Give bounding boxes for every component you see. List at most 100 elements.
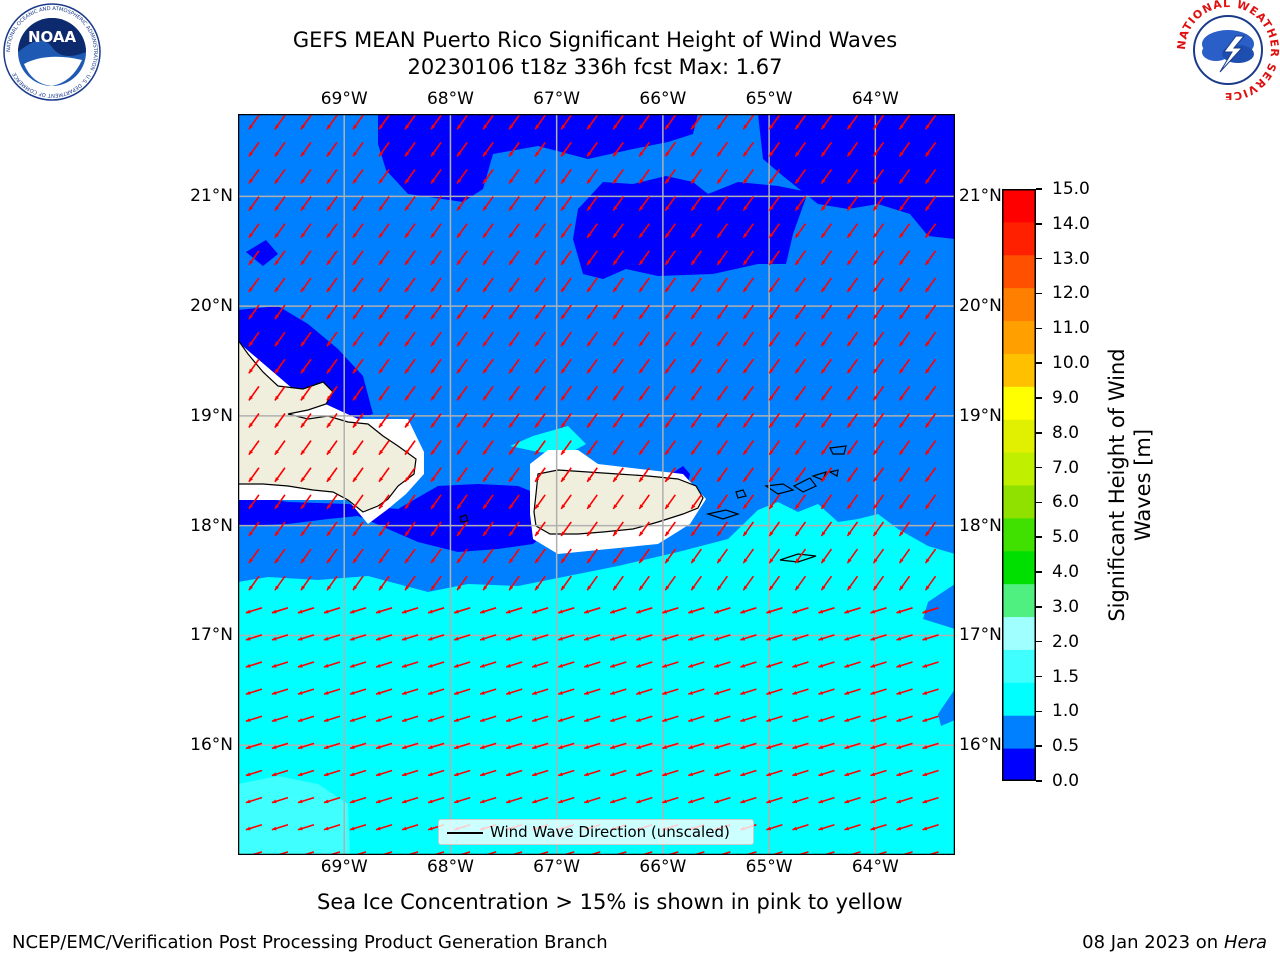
wave-direction-arrow: [609, 742, 627, 750]
wave-direction-arrow: [661, 715, 679, 723]
wave-direction-arrow: [612, 277, 624, 293]
wave-direction-arrow: [534, 575, 546, 591]
wave-direction-arrow: [297, 742, 315, 750]
wave-direction-arrow: [794, 467, 807, 483]
wave-direction-arrow: [612, 196, 624, 212]
wave-direction-arrow: [844, 796, 861, 804]
wave-direction-arrow: [872, 358, 885, 374]
wave-direction-arrow: [713, 769, 731, 777]
wave-direction-arrow: [664, 223, 676, 239]
wave-direction-arrow: [846, 521, 859, 537]
wave-direction-arrow: [870, 715, 887, 723]
wave-direction-arrow: [690, 114, 702, 130]
wave-direction-arrow: [430, 141, 442, 157]
wave-direction-arrow: [896, 688, 913, 695]
wave-direction-arrow: [794, 358, 807, 374]
wave-direction-arrow: [534, 385, 546, 401]
wave-direction-arrow: [508, 440, 520, 456]
wave-direction-arrow: [430, 521, 442, 537]
wave-direction-arrow: [352, 548, 364, 564]
wave-direction-arrow: [742, 413, 755, 428]
wave-direction-arrow: [690, 494, 702, 510]
wave-direction-arrow: [898, 196, 911, 212]
wave-direction-arrow: [300, 114, 312, 130]
wave-direction-arrow: [378, 494, 390, 510]
wave-direction-arrow: [352, 331, 364, 347]
wave-direction-arrow: [713, 634, 731, 641]
wave-direction-arrow: [791, 607, 809, 614]
wave-direction-arrow: [430, 413, 442, 428]
wave-direction-arrow: [248, 467, 260, 483]
wave-direction-arrow: [323, 742, 341, 750]
wave-direction-arrow: [716, 168, 729, 184]
wave-direction-arrow: [896, 823, 913, 831]
wave-direction-arrow: [323, 823, 341, 831]
wave-direction-arrow: [713, 607, 731, 614]
wave-direction-arrow: [248, 196, 260, 212]
lon-tick-label: 66°W: [639, 857, 687, 877]
wave-direction-arrow: [300, 413, 312, 428]
wave-direction-arrow: [739, 769, 757, 777]
wave-direction-arrow: [508, 277, 520, 293]
colorbar: [1002, 189, 1036, 781]
wave-direction-arrow: [794, 331, 807, 347]
wave-direction-arrow: [508, 114, 520, 130]
wave-direction-arrow: [612, 440, 624, 456]
wave-direction-arrow: [844, 823, 861, 831]
wave-direction-arrow: [456, 168, 468, 184]
wave-direction-arrow: [482, 494, 494, 510]
wave-direction-arrow: [612, 168, 624, 184]
noaa-logo-text: NOAA: [28, 28, 77, 46]
wave-direction-arrow: [924, 385, 937, 401]
wave-direction-arrow: [820, 114, 833, 130]
wave-direction-arrow: [352, 196, 364, 212]
wave-direction-arrow: [896, 634, 913, 641]
lat-tick-label: 18°N: [190, 515, 233, 536]
wave-direction-arrow: [271, 796, 289, 804]
wave-direction-arrow: [661, 769, 679, 777]
wave-direction-arrow: [430, 223, 442, 239]
wave-region-0.0-0.5-dot: [246, 240, 278, 266]
wave-direction-arrow: [248, 548, 260, 564]
wave-direction-arrow: [456, 141, 468, 157]
wave-direction-arrow: [661, 607, 679, 614]
wave-direction-arrow: [612, 521, 624, 537]
wave-direction-arrow: [768, 575, 781, 591]
wave-direction-arrow: [271, 769, 289, 777]
wave-direction-arrow: [404, 548, 416, 564]
wave-direction-arrow: [560, 168, 572, 184]
wave-direction-arrow: [378, 196, 390, 212]
wave-direction-arrow: [557, 742, 575, 750]
wave-direction-arrow: [349, 661, 367, 668]
wave-direction-arrow: [768, 358, 781, 374]
wave-direction-arrow: [401, 769, 419, 777]
wave-direction-arrow: [768, 168, 781, 184]
wave-direction-arrow: [586, 304, 598, 320]
wave-direction-arrow: [245, 742, 263, 750]
wave-direction-arrow: [378, 440, 390, 456]
wave-direction-arrow: [872, 494, 885, 510]
wave-direction-arrow: [844, 661, 861, 668]
wave-direction-arrow: [768, 223, 781, 239]
wave-direction-arrow: [661, 742, 679, 750]
wave-direction-arrow: [713, 661, 731, 668]
wave-direction-arrow: [352, 358, 364, 374]
wave-direction-arrow: [482, 467, 494, 483]
colorbar-tick-mark: [1036, 640, 1042, 643]
wave-direction-arrow: [896, 715, 913, 723]
wave-direction-arrow: [508, 467, 520, 483]
wave-direction-arrow: [482, 413, 494, 428]
wave-direction-arrow: [924, 575, 937, 591]
wave-direction-arrow: [326, 196, 338, 212]
wave-direction-arrow: [716, 358, 729, 374]
wave-direction-arrow: [375, 661, 393, 668]
wave-direction-arrow: [791, 796, 809, 804]
wave-direction-arrow: [248, 168, 260, 184]
wave-direction-arrow: [664, 331, 676, 347]
wave-direction-arrow: [557, 715, 575, 723]
wave-direction-arrow: [352, 141, 364, 157]
wave-direction-arrow: [872, 548, 885, 564]
wave-direction-arrow: [248, 575, 260, 591]
colorbar-tick-mark: [1036, 571, 1042, 573]
wave-direction-arrow: [297, 688, 315, 695]
